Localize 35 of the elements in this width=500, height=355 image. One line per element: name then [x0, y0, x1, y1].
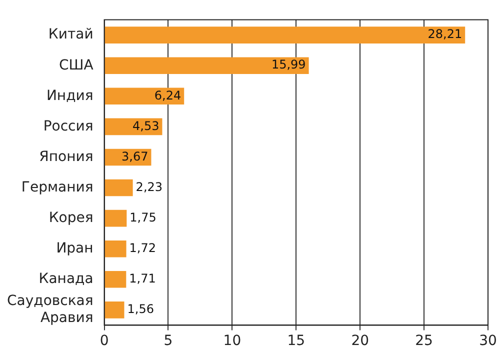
data-label: 1,56 [127, 302, 154, 316]
x-tick-label: 20 [351, 333, 370, 350]
bar [104, 88, 184, 105]
bar [104, 26, 466, 44]
y-tick-label: Индия [46, 88, 94, 104]
x-tick-label: 15 [287, 333, 306, 350]
bar [104, 240, 126, 258]
x-tick-label: 30 [479, 333, 497, 350]
y-tick-label: Россия [43, 118, 94, 134]
y-tick-label: Канада [38, 271, 94, 288]
x-tick-label: 0 [100, 333, 109, 350]
y-tick-label: Саудовская Аравия [6, 293, 94, 326]
y-tick-label: Иран [56, 240, 94, 256]
y-tick-label: Германия [21, 179, 94, 196]
bar [104, 302, 124, 318]
data-label: 4,53 [132, 118, 160, 133]
x-tick-label: 10 [223, 333, 242, 350]
bar [104, 57, 309, 74]
data-label: 15,99 [271, 58, 306, 72]
y-tick-label: США [58, 57, 94, 74]
data-label: 2,23 [136, 180, 163, 194]
bar [104, 270, 126, 288]
data-label: 1,72 [129, 240, 156, 255]
y-tick-label: Китай [48, 26, 94, 43]
x-tick-label: 5 [164, 333, 173, 350]
y-tick-label: Корея [48, 210, 94, 226]
data-label: 28,21 [428, 27, 462, 42]
data-label: 6,24 [154, 88, 182, 102]
bar [104, 179, 133, 196]
data-label: 1,75 [130, 210, 156, 224]
x-tick-label: 25 [415, 333, 433, 350]
bar [104, 210, 127, 227]
data-label: 3,67 [122, 149, 148, 164]
y-tick-label: Япония [39, 148, 94, 165]
data-label: 1,71 [129, 272, 156, 286]
